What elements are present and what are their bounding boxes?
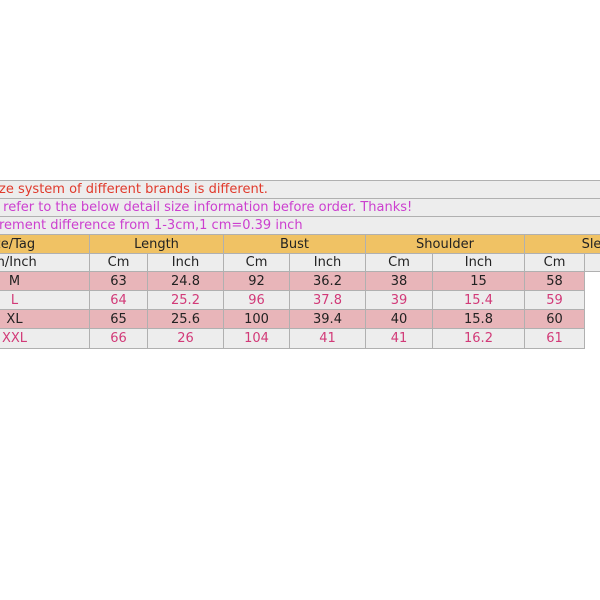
note: refer to the below detail size informati…: [0, 199, 600, 217]
table-cell: 100: [224, 310, 290, 329]
table-cell: 24.8: [148, 272, 224, 291]
table-cell: 25.6: [148, 310, 224, 329]
table-cell: 37.8: [290, 291, 366, 310]
table-cell: 41: [290, 329, 366, 349]
table-cell: XXL: [0, 329, 90, 349]
table-cell: L: [0, 291, 90, 310]
table-cell: 39: [366, 291, 433, 310]
empty-cell: [585, 254, 600, 272]
table-cell: 38: [366, 272, 433, 291]
subheader-cell: Cm: [525, 254, 585, 272]
subheader-cell: m/Inch: [0, 254, 90, 272]
table-cell: 61: [525, 329, 585, 349]
table-cell: 64: [90, 291, 148, 310]
table-cell: 96: [224, 291, 290, 310]
table-cell: 41: [366, 329, 433, 349]
table-cell: 39.4: [290, 310, 366, 329]
subheader-cell: Inch: [433, 254, 525, 272]
table-cell: 60: [525, 310, 585, 329]
table-cell: 15: [433, 272, 525, 291]
header-cell: Bust: [224, 235, 366, 254]
subheader-cell: Inch: [290, 254, 366, 272]
header-cell: Slee: [525, 235, 600, 254]
table-cell: 66: [90, 329, 148, 349]
table-cell: 25.2: [148, 291, 224, 310]
table-cell: 16.2: [433, 329, 525, 349]
table-cell: 104: [224, 329, 290, 349]
table-cell: 65: [90, 310, 148, 329]
header-cell: ze/Tag: [0, 235, 90, 254]
table-cell: 92: [224, 272, 290, 291]
table-cell: 59: [525, 291, 585, 310]
table-cell: 40: [366, 310, 433, 329]
table-cell: 63: [90, 272, 148, 291]
table-cell: 36.2: [290, 272, 366, 291]
table-cell: 15.8: [433, 310, 525, 329]
header-cell: Length: [90, 235, 224, 254]
subheader-cell: Cm: [366, 254, 433, 272]
subheader-cell: Cm: [224, 254, 290, 272]
table-cell: 15.4: [433, 291, 525, 310]
table-cell: 58: [525, 272, 585, 291]
note: ze system of different brands is differe…: [0, 180, 600, 199]
subheader-cell: Inch: [148, 254, 224, 272]
table-cell: M: [0, 272, 90, 291]
table-cell: XL: [0, 310, 90, 329]
subheader-cell: Cm: [90, 254, 148, 272]
header-cell: Shoulder: [366, 235, 525, 254]
note: rement difference from 1-3cm,1 cm=0.39 i…: [0, 217, 600, 235]
table-cell: 26: [148, 329, 224, 349]
